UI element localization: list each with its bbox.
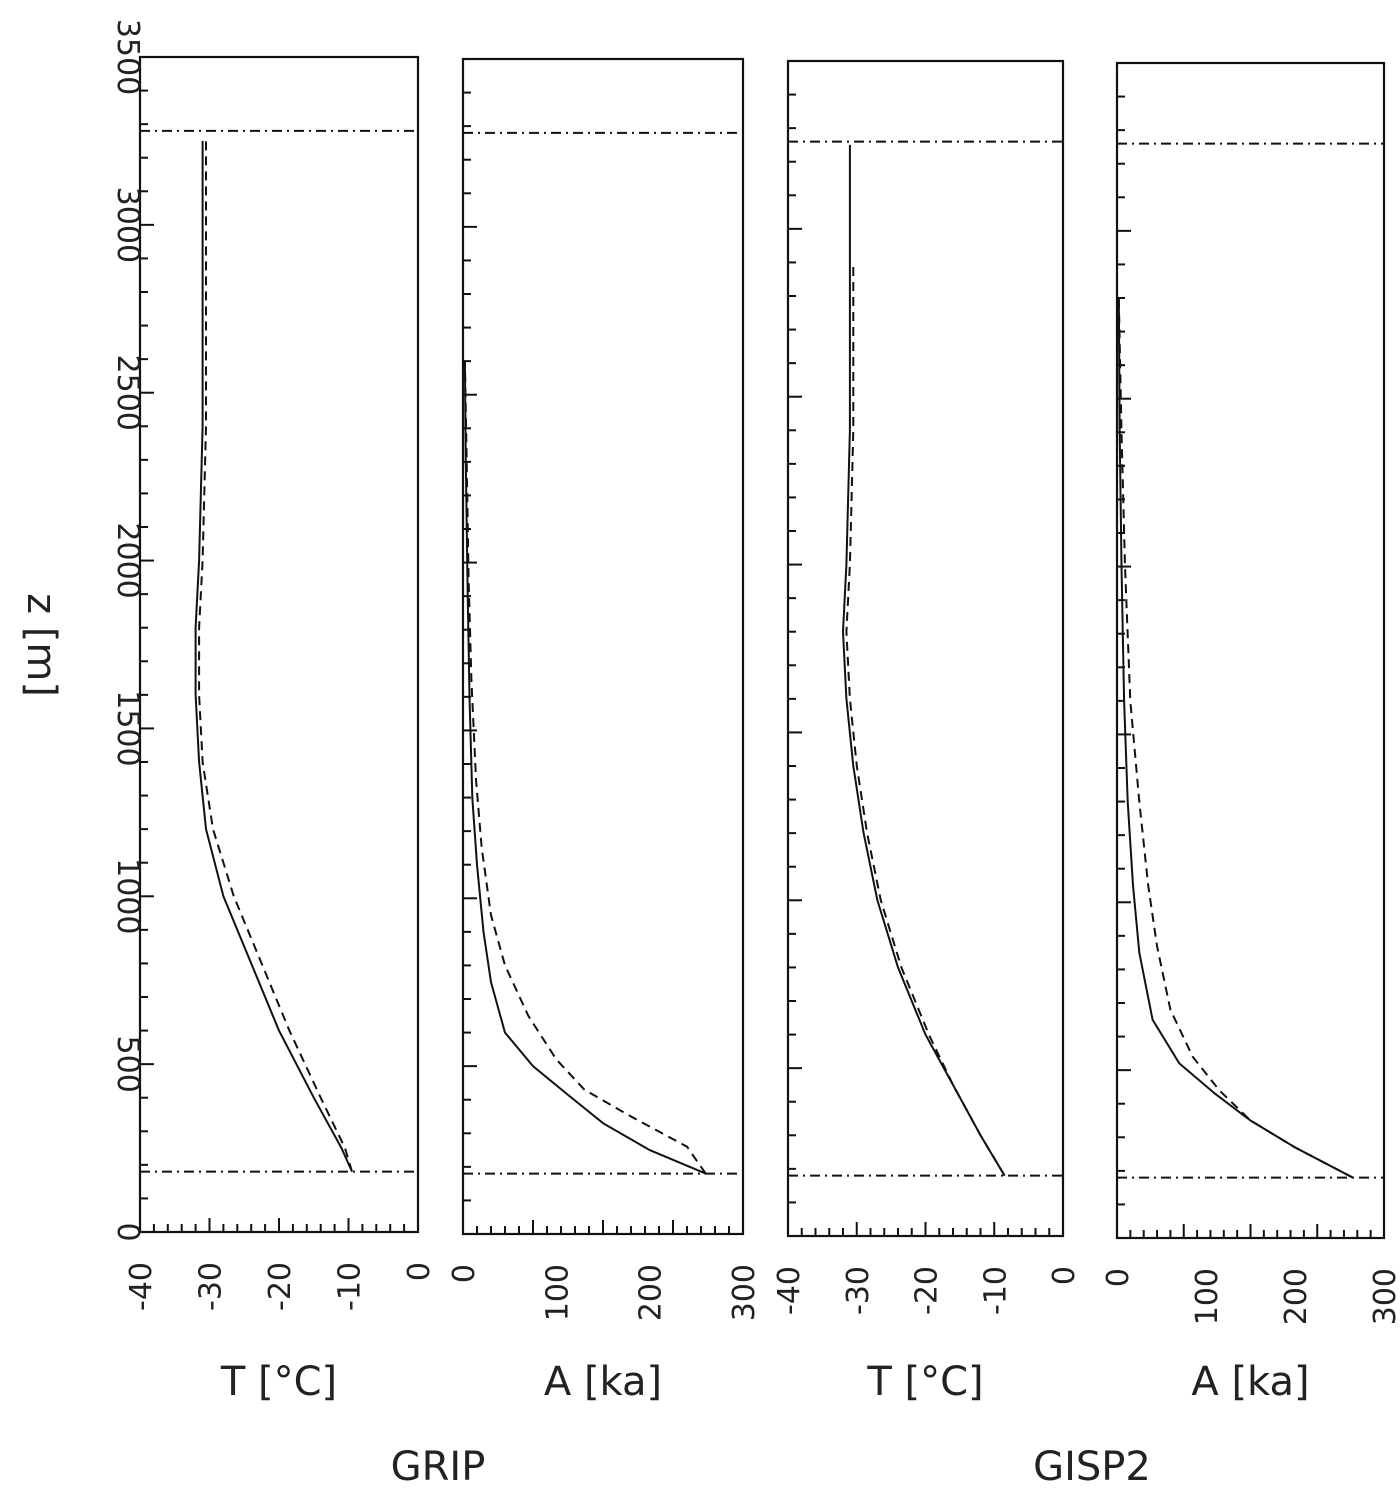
y-tick-label: 3000 <box>110 187 145 263</box>
x-tick-label: 0 <box>1101 1268 1136 1287</box>
x-tick-label: 200 <box>1279 1268 1314 1325</box>
series-line-dashed <box>198 140 353 1172</box>
y-tick-label: 500 <box>110 1036 145 1093</box>
y-tick-label: 1500 <box>110 690 145 766</box>
x-axis-label: A [ka] <box>544 1359 662 1405</box>
panel-frame <box>138 55 420 1234</box>
x-tick-label: 0 <box>402 1262 437 1281</box>
series-line-solid <box>194 140 353 1173</box>
x-tick-label: 200 <box>634 1264 669 1321</box>
x-tick-label: 300 <box>727 1264 762 1321</box>
panel-2: 0 100 200 300 A [ka] <box>447 57 762 1405</box>
panel-frame <box>461 57 745 1236</box>
x-tick-label: -20 <box>910 1266 945 1315</box>
x-axis-label: T [°C] <box>866 1359 983 1405</box>
panel-4: 0 100 200 300 A [ka] <box>1101 61 1400 1405</box>
y-tick-label: 1000 <box>110 858 145 934</box>
x-tick-label: 0 <box>1047 1266 1082 1285</box>
x-tick-label: 100 <box>540 1264 575 1321</box>
x-tick-label: -30 <box>194 1262 229 1311</box>
x-tick-label: -10 <box>333 1262 368 1311</box>
panel-frame <box>1115 61 1386 1240</box>
series-line-dashed <box>1117 297 1354 1179</box>
x-tick-label: 300 <box>1368 1268 1400 1325</box>
y-tick-label: 3500 <box>110 19 145 95</box>
x-axis-label: T [°C] <box>220 1359 337 1405</box>
x-tick-label: -40 <box>772 1266 807 1315</box>
series-line-dashed <box>845 262 1006 1177</box>
series-line-solid <box>1117 297 1354 1179</box>
series-line-solid <box>841 144 1006 1177</box>
series-line-solid <box>463 361 707 1175</box>
x-tick-label: -10 <box>978 1266 1013 1315</box>
x-tick-label: 0 <box>447 1264 482 1283</box>
site-label-grip: GRIP <box>391 1444 486 1490</box>
y-tick-label: 0 <box>110 1222 145 1241</box>
x-axis-label: A [ka] <box>1191 1359 1309 1405</box>
y-tick-label: 2500 <box>110 355 145 431</box>
panel-3: -40 -30 -20 -10 0 T [°C] <box>772 59 1082 1405</box>
panel-1: -40 -30 -20 -10 0 T [°C] 0 500 1000 1500 2000 2500 3… <box>18 19 437 1405</box>
x-tick-label: 100 <box>1190 1268 1225 1325</box>
series-line-dashed <box>463 361 707 1175</box>
x-tick-label: -30 <box>841 1266 876 1315</box>
y-tick-label: 2000 <box>110 522 145 598</box>
y-axis-label: z [m] <box>18 593 64 697</box>
x-tick-label: -40 <box>124 1262 159 1311</box>
site-label-gisp2: GISP2 <box>1033 1444 1151 1490</box>
panel-frame <box>786 59 1065 1238</box>
x-tick-label: -20 <box>263 1262 298 1311</box>
